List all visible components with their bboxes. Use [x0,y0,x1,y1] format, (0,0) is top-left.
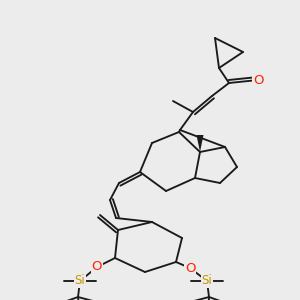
Text: Si: Si [202,274,212,287]
Polygon shape [196,135,203,152]
Text: Si: Si [75,274,86,287]
Text: O: O [185,262,195,275]
Text: O: O [253,74,263,86]
Text: O: O [92,260,102,274]
